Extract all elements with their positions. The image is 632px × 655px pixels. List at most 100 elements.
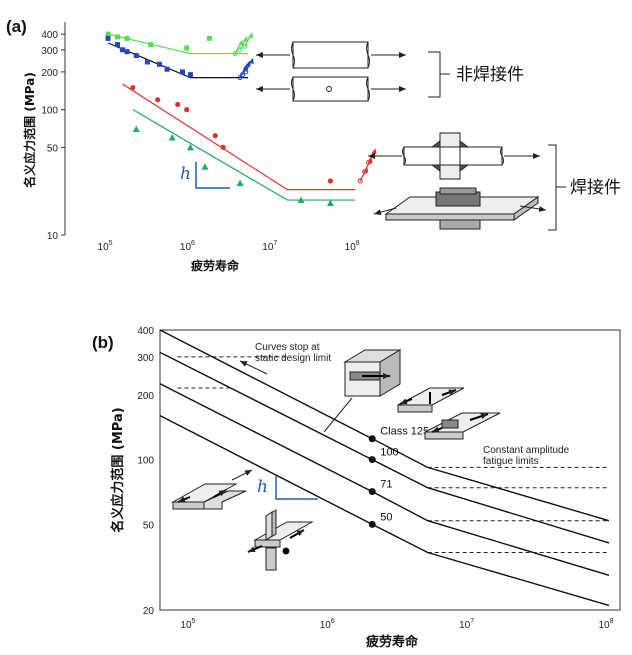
- panel-a-point: [144, 59, 150, 65]
- panel-a-runout-point: [240, 72, 246, 78]
- const-amp-annotation: Constant amplitude fatigue limits: [483, 445, 572, 467]
- unwelded-group-label: 非焊接件: [456, 65, 524, 85]
- panel-a-runout-arrowhead: [371, 148, 377, 155]
- panel-a-fit-line: [122, 83, 356, 191]
- panel-a-point: [175, 101, 181, 108]
- panel-a-point: [236, 179, 244, 186]
- panel-b: (b) 名义应力范围 (MPa) 疲劳寿命 20 50 100 200 300 400 10…: [92, 326, 621, 650]
- panel-b-curve: [159, 415, 610, 607]
- panel-a-runout-arrowhead: [243, 35, 249, 42]
- panel-b-class-label: 50: [380, 511, 392, 523]
- panel-b-class-dot: [368, 456, 376, 464]
- panel-a-point: [120, 47, 126, 53]
- panel-b-h-indicator: h: [257, 474, 318, 500]
- panel-a-runout-point: [243, 69, 249, 75]
- panel-a-fit-line: [132, 109, 356, 201]
- panel-a-point: [114, 34, 120, 40]
- panel-b-class-dot: [368, 520, 376, 528]
- panel-b-ytick-label: 300: [137, 353, 154, 364]
- panel-a-point: [124, 35, 130, 41]
- panel-a-ytick-label: 50: [47, 143, 59, 154]
- panel-b-class-label: Class 125: [380, 426, 429, 438]
- panel-a-runout-point: [237, 47, 243, 53]
- panel-b-ytick-label: 100: [137, 456, 154, 467]
- panel-a-xtick-label: 106: [180, 240, 195, 253]
- panel-a-point: [327, 178, 334, 184]
- detail-sketch-butt-weld: [397, 387, 465, 413]
- panel-a-data-points: [105, 31, 334, 206]
- panel-a-runout-point: [362, 169, 368, 175]
- panel-a-point: [297, 196, 305, 204]
- panel-a-point: [168, 133, 176, 141]
- detail-sketch-cover-plate: [323, 349, 402, 433]
- panel-a-point: [187, 72, 193, 78]
- panel-b-ytick-label: 20: [143, 606, 155, 617]
- panel-a-xlabel: 疲劳寿命: [191, 258, 240, 273]
- panel-a-point: [164, 66, 170, 72]
- panel-b-class-label: 71: [380, 479, 392, 491]
- panel-a-ytick-label: 400: [41, 30, 58, 41]
- panel-b-sn-curves: [159, 329, 610, 607]
- panel-a-runout-arrowhead: [248, 57, 254, 64]
- panel-b-xtick-label: 105: [180, 618, 195, 631]
- detail-sketch-gusset: [424, 412, 501, 440]
- panel-a-point: [114, 42, 120, 48]
- curves-stop-annotation: Curves stop at static design limit: [255, 342, 331, 364]
- panel-a-point: [148, 42, 154, 48]
- panel-a-xtick-label: 105: [98, 240, 113, 253]
- panel-a-point: [184, 45, 190, 51]
- panel-b-class-labels: Class 125 100 71 50: [380, 426, 429, 524]
- panel-a-runout-point: [242, 43, 248, 49]
- panel-a-point: [206, 35, 212, 41]
- panel-b-curve: [159, 383, 610, 576]
- panel-a-point: [155, 97, 161, 103]
- panel-a-point: [212, 133, 218, 139]
- detail-sketch-lap-joint: [171, 469, 253, 510]
- panel-a-point: [132, 125, 140, 133]
- panel-a-point: [124, 49, 130, 55]
- panel-a-point: [326, 199, 334, 206]
- panel-b-xtick-label: 106: [320, 618, 335, 631]
- panel-a-runout-point: [357, 178, 363, 184]
- panel-b-label: (b): [92, 333, 114, 352]
- panel-b-curve: [159, 351, 610, 544]
- panel-a-h-label: h: [180, 164, 191, 184]
- const-amp-line-1: Constant amplitude: [483, 445, 570, 456]
- panel-a-point: [184, 107, 190, 113]
- unwelded-specimen-sketch: [256, 41, 450, 102]
- panel-a-runout-point: [365, 159, 371, 165]
- panel-a-xtick-label: 108: [345, 240, 360, 253]
- panel-a-point: [105, 31, 111, 37]
- panel-b-class-dots: [368, 435, 376, 528]
- panel-a-ytick-label: 200: [41, 68, 58, 79]
- panel-b-class-label: 100: [380, 447, 398, 459]
- panel-a-h-indicator: h: [180, 162, 230, 189]
- panel-a-runout-arrowhead: [238, 39, 244, 46]
- welded-group-label: 焊接件: [570, 178, 621, 198]
- panel-b-curve: [159, 329, 610, 522]
- panel-a-runout-point: [232, 51, 238, 57]
- panel-a-ylabel: 名义应力范围 (MPa): [22, 72, 37, 188]
- panel-a-ytick-label: 300: [41, 46, 58, 57]
- panel-a-fit-line: [107, 33, 249, 55]
- panel-a-label: (a): [6, 17, 27, 36]
- detail-sketch-cruciform: [247, 509, 314, 571]
- panel-b-class-dot: [368, 488, 376, 496]
- panel-b-class-dot: [368, 435, 376, 443]
- panel-a-point: [130, 84, 136, 91]
- welded-specimen-sketch: [368, 132, 566, 231]
- panel-a-point: [186, 143, 194, 151]
- const-amp-line-2: fatigue limits: [483, 456, 539, 467]
- panel-a-runout-point: [237, 75, 243, 81]
- panel-b-static-limits: [177, 356, 289, 389]
- panel-b-ylabel: 名义应力范围 (MPa): [110, 407, 126, 532]
- curves-stop-line-1: Curves stop at: [255, 342, 320, 353]
- curves-stop-leader: [239, 360, 268, 375]
- panel-b-xlabel: 疲劳寿命: [366, 634, 419, 650]
- panel-b-frame: [159, 329, 621, 611]
- panel-b-ytick-label: 50: [143, 520, 155, 531]
- panel-b-xtick-label: 107: [459, 618, 474, 631]
- panel-b-ytick-label: 400: [137, 326, 154, 337]
- panel-b-ytick-label: 200: [137, 391, 154, 402]
